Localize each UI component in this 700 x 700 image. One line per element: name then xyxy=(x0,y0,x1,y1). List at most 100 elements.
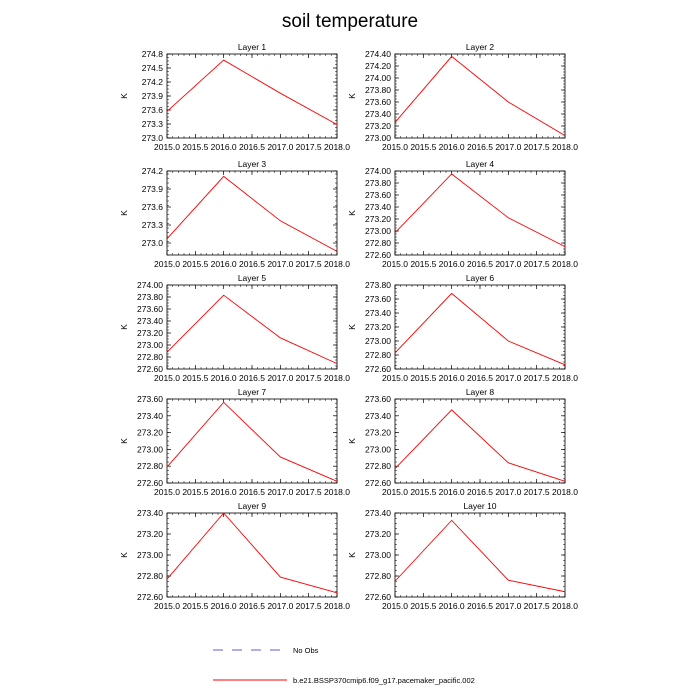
x-tick-label: 2017.0 xyxy=(495,259,521,269)
y-tick-label: 273.9 xyxy=(142,184,164,194)
x-tick-label: 2015.0 xyxy=(382,142,408,152)
legend-label-2: b.e21.BSSP370cmip6.f09_g17.pacemaker_pac… xyxy=(293,676,475,685)
x-tick-label: 2017.0 xyxy=(495,142,521,152)
y-tick-label: 272.60 xyxy=(365,478,391,488)
x-tick-label: 2017.5 xyxy=(296,373,322,383)
y-tick-label: 273.40 xyxy=(365,109,391,119)
x-tick-label: 2016.0 xyxy=(211,487,237,497)
y-tick-label: 272.80 xyxy=(137,571,163,581)
panel-title: Layer 1 xyxy=(238,42,267,52)
plot-frame xyxy=(394,512,566,598)
y-tick-label: 273.00 xyxy=(365,226,391,236)
y-tick-label: 273.60 xyxy=(137,394,163,404)
y-tick-label: 272.60 xyxy=(137,478,163,488)
series-line xyxy=(394,55,566,136)
x-tick-label: 2017.5 xyxy=(296,487,322,497)
y-tick-label: 273.20 xyxy=(365,428,391,438)
x-tick-label: 2017.0 xyxy=(495,373,521,383)
x-tick-label: 2016.5 xyxy=(239,259,265,269)
y-axis-label: K xyxy=(347,93,357,99)
y-tick-label: 273.40 xyxy=(137,316,163,326)
y-tick-label: 273.80 xyxy=(365,85,391,95)
y-tick-label: 273.40 xyxy=(365,202,391,212)
x-tick-label: 2017.0 xyxy=(495,601,521,611)
y-tick-label: 274.00 xyxy=(365,166,391,176)
y-tick-label: 273.00 xyxy=(137,550,163,560)
x-tick-label: 2017.5 xyxy=(524,259,550,269)
y-tick-label: 273.80 xyxy=(365,280,391,290)
plot-frame xyxy=(394,398,566,484)
plot-frame xyxy=(166,170,338,256)
x-tick-label: 2018.0 xyxy=(324,259,350,269)
plot-frame xyxy=(166,53,338,139)
plot-frame xyxy=(394,170,566,256)
x-tick-label: 2018.0 xyxy=(552,373,578,383)
x-tick-label: 2016.5 xyxy=(467,373,493,383)
y-axis-label: K xyxy=(119,438,129,444)
series-line xyxy=(394,292,566,366)
y-axis-label: K xyxy=(119,552,129,558)
x-tick-label: 2016.0 xyxy=(439,601,465,611)
x-tick-label: 2017.0 xyxy=(267,259,293,269)
panel-title: Layer 3 xyxy=(238,159,267,169)
x-tick-label: 2016.0 xyxy=(439,259,465,269)
x-tick-label: 2015.0 xyxy=(154,142,180,152)
panel-title: Layer 4 xyxy=(466,159,495,169)
y-tick-label: 273.20 xyxy=(137,428,163,438)
y-tick-label: 274.20 xyxy=(365,61,391,71)
y-tick-label: 272.60 xyxy=(137,592,163,602)
x-tick-label: 2016.0 xyxy=(211,373,237,383)
x-tick-label: 2015.5 xyxy=(410,487,436,497)
y-tick-label: 273.80 xyxy=(365,178,391,188)
x-tick-label: 2016.0 xyxy=(211,259,237,269)
y-tick-label: 272.60 xyxy=(365,364,391,374)
panel-title: Layer 8 xyxy=(466,387,495,397)
y-tick-label: 273.20 xyxy=(365,121,391,131)
x-tick-label: 2016.5 xyxy=(467,259,493,269)
x-tick-label: 2017.5 xyxy=(524,601,550,611)
y-tick-label: 273.80 xyxy=(137,292,163,302)
y-tick-label: 272.80 xyxy=(365,350,391,360)
y-tick-label: 273.3 xyxy=(142,220,164,230)
y-tick-label: 273.00 xyxy=(365,444,391,454)
y-tick-label: 273.40 xyxy=(137,508,163,518)
x-tick-label: 2018.0 xyxy=(552,601,578,611)
x-tick-label: 2016.5 xyxy=(239,487,265,497)
y-tick-label: 274.8 xyxy=(142,49,164,59)
y-tick-label: 272.60 xyxy=(137,364,163,374)
x-tick-label: 2017.5 xyxy=(296,601,322,611)
y-axis-label: K xyxy=(347,438,357,444)
y-tick-label: 273.20 xyxy=(137,328,163,338)
x-tick-label: 2016.5 xyxy=(467,487,493,497)
y-tick-label: 273.00 xyxy=(137,444,163,454)
y-tick-label: 273.60 xyxy=(365,190,391,200)
x-tick-label: 2017.0 xyxy=(495,487,521,497)
x-tick-label: 2015.5 xyxy=(410,259,436,269)
y-tick-label: 273.60 xyxy=(365,294,391,304)
x-tick-label: 2017.0 xyxy=(267,373,293,383)
x-tick-label: 2015.0 xyxy=(382,487,408,497)
plot-frame xyxy=(394,284,566,370)
y-tick-label: 273.40 xyxy=(137,411,163,421)
y-tick-label: 273.6 xyxy=(142,202,164,212)
y-tick-label: 273.20 xyxy=(365,214,391,224)
y-tick-label: 273.00 xyxy=(365,550,391,560)
x-tick-label: 2015.0 xyxy=(382,601,408,611)
y-tick-label: 273.3 xyxy=(142,119,164,129)
plot-frame xyxy=(394,53,566,139)
x-tick-label: 2017.0 xyxy=(267,601,293,611)
figure-title: soil temperature xyxy=(282,11,418,32)
x-tick-label: 2015.0 xyxy=(154,487,180,497)
x-tick-label: 2015.5 xyxy=(182,259,208,269)
x-tick-label: 2015.5 xyxy=(182,487,208,497)
x-tick-label: 2017.0 xyxy=(267,487,293,497)
x-tick-label: 2015.0 xyxy=(382,373,408,383)
y-axis-label: K xyxy=(119,210,129,216)
y-tick-label: 272.60 xyxy=(365,250,391,260)
series-line xyxy=(166,59,338,125)
